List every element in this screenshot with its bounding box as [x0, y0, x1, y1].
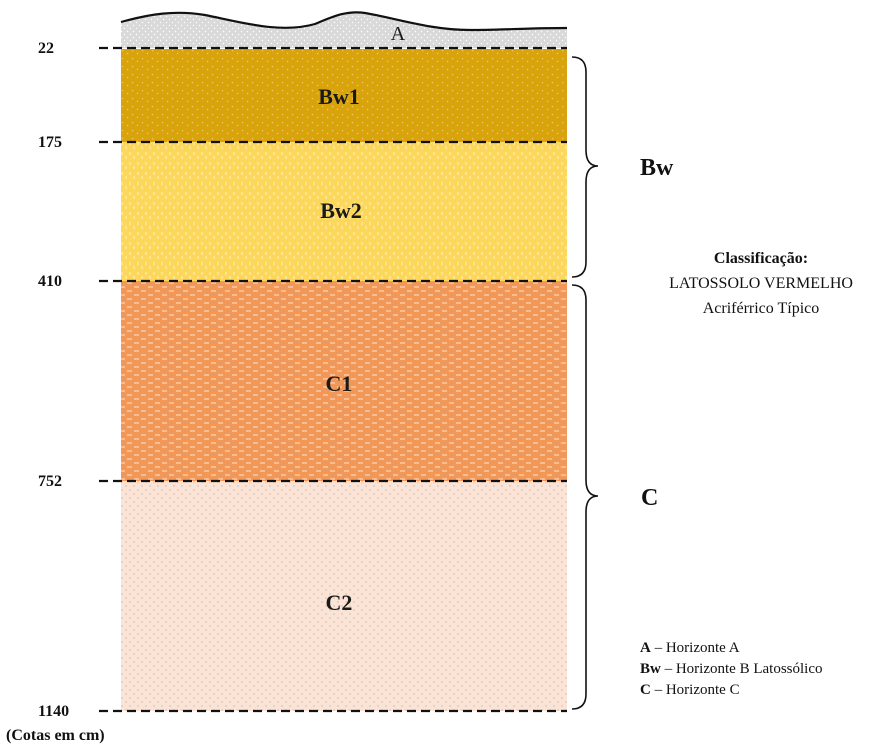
group-c-label: C — [641, 485, 658, 511]
legend-key-c: C — [640, 682, 651, 698]
depth-label-175: 175 — [38, 134, 62, 151]
horizon-bw1-layer — [121, 49, 567, 142]
horizon-bw2-layer — [121, 142, 567, 281]
classification-line2: Acriférrico Típico — [703, 300, 820, 317]
legend-item-a: A – Horizonte A — [640, 640, 740, 656]
horizon-c2-layer — [121, 481, 567, 711]
horizon-bw2-label: Bw2 — [320, 198, 362, 223]
surface-line — [120, 11, 568, 32]
horizon-c1-label: C1 — [326, 371, 353, 396]
bw-brace — [571, 56, 599, 278]
legend-item-c: C – Horizonte C — [640, 682, 740, 698]
depth-label-752: 752 — [38, 473, 62, 490]
legend-text-bw: – Horizonte B Latossólico — [661, 661, 823, 677]
classification-title: Classificação: — [714, 250, 808, 267]
legend-text-a: – Horizonte A — [651, 640, 740, 656]
legend-text-c: – Horizonte C — [651, 682, 740, 698]
legend-item-bw: Bw – Horizonte B Latossólico — [640, 661, 822, 677]
horizon-c1-layer — [121, 281, 567, 481]
horizon-c2-label: C2 — [326, 590, 353, 615]
horizon-bw1-label: Bw1 — [318, 84, 360, 109]
depth-label-1140: 1140 — [38, 703, 69, 720]
horizon-a-label: A — [391, 23, 406, 45]
depth-label-22: 22 — [38, 40, 54, 57]
classification-line1: LATOSSOLO VERMELHO — [669, 275, 853, 292]
depth-unit-note: (Cotas em cm) — [6, 727, 105, 744]
legend-key-bw: Bw — [640, 661, 661, 677]
depth-label-410: 410 — [38, 273, 62, 290]
legend-key-a: A — [640, 640, 651, 656]
group-bw-label: Bw — [640, 155, 674, 181]
c-brace — [571, 284, 599, 710]
